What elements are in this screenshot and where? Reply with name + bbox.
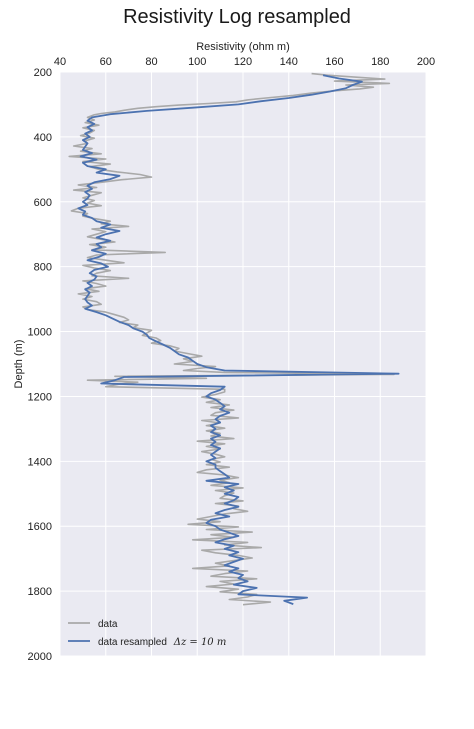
legend-label-resampled-math: Δz = 10 m (173, 637, 227, 648)
legend: data data resampled Δz = 10 m (68, 619, 226, 648)
legend-label-data: data (98, 619, 118, 630)
legend-label-resampled-text: data resampled (98, 637, 167, 648)
x-tick-label: 100 (188, 56, 206, 68)
x-tick-label: 160 (325, 56, 343, 68)
y-axis-label: Depth (m) (13, 340, 25, 389)
x-tick-label: 80 (145, 56, 157, 68)
grid-lines (59, 71, 427, 657)
series-layer (68, 72, 400, 606)
y-tick-label: 1200 (28, 391, 52, 403)
y-tick-label: 2000 (28, 651, 52, 663)
x-tick-label: 120 (234, 56, 252, 68)
y-tick-label: 400 (34, 132, 52, 144)
x-tick-label: 180 (371, 56, 389, 68)
chart-title: Resistivity Log resampled (123, 6, 351, 28)
x-axis-label: Resistivity (ohm m) (196, 41, 290, 53)
legend-label-resampled: data resampled Δz = 10 m (98, 637, 226, 648)
y-tick-label: 1400 (28, 456, 52, 468)
y-tick-label: 1600 (28, 521, 52, 533)
x-tick-label: 140 (280, 56, 298, 68)
y-tick-labels: 200 400 600 800 1000 1200 1400 1600 1800 2000 (28, 67, 52, 663)
x-tick-label: 200 (417, 56, 435, 68)
y-tick-label: 600 (34, 197, 52, 209)
y-tick-label: 1800 (28, 586, 52, 598)
series-line-resampled (77, 74, 400, 605)
x-tick-labels: 40 60 80 100 120 140 160 180 200 (54, 56, 435, 68)
y-tick-label: 1000 (28, 327, 52, 339)
x-tick-label: 60 (100, 56, 112, 68)
x-tick-label: 40 (54, 56, 66, 68)
y-tick-label: 200 (34, 67, 52, 79)
y-tick-label: 800 (34, 262, 52, 274)
